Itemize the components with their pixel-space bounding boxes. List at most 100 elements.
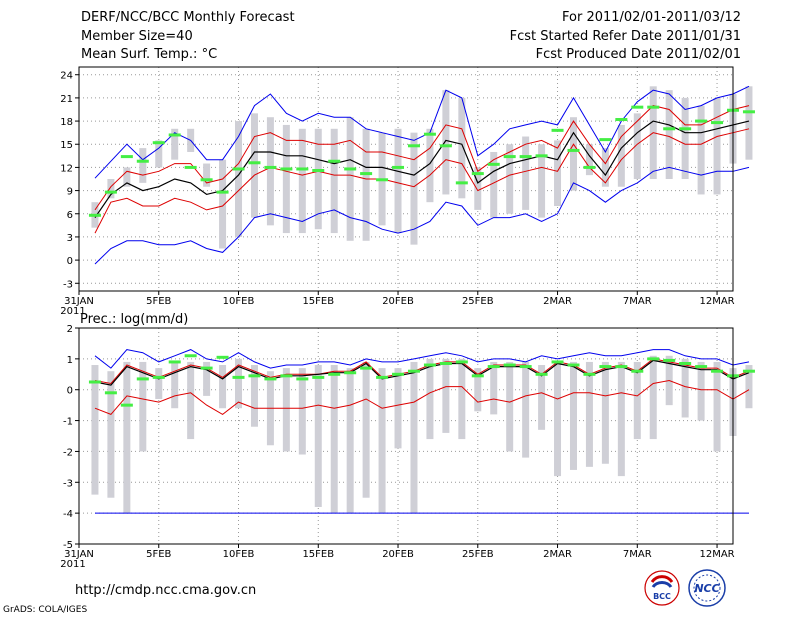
- marker-point: [407, 369, 420, 373]
- x-tick-label-line: 12MAR: [699, 296, 734, 307]
- y-tick-label: 1: [67, 355, 73, 366]
- marker-point: [104, 190, 117, 194]
- marker-point: [152, 141, 165, 145]
- range-bar: [554, 361, 562, 477]
- x-tick-label-line: 31JAN: [64, 549, 94, 560]
- range-bar: [346, 117, 354, 241]
- range-bar: [187, 361, 195, 440]
- precipitation-panel: -5 -4 -3 -2 -1 0 1 2 31JAN 2011 5FEB 10FEB 15FEB 20FE…: [60, 324, 755, 570]
- plot-frame: [78, 66, 734, 292]
- range-bar: [681, 97, 689, 179]
- marker-point: [216, 190, 229, 194]
- x-tick-label: 20FEB: [382, 296, 414, 307]
- range-bar: [649, 355, 657, 440]
- y-tick-label: -3: [63, 279, 73, 290]
- marker-point: [280, 167, 293, 171]
- marker-point: [328, 372, 341, 376]
- grads-credit: GrADS: COLA/IGES: [3, 605, 88, 615]
- ncc-logo-text: NCC: [694, 582, 719, 595]
- range-bar: [633, 361, 641, 440]
- range-bar: [665, 90, 673, 179]
- range-bar: [681, 358, 689, 418]
- marker-point: [503, 363, 516, 367]
- marker-point: [360, 366, 373, 370]
- x-tick-label: 20FEB: [382, 549, 414, 560]
- range-bar: [554, 140, 562, 207]
- range-bar: [266, 117, 274, 226]
- x-tick-label-line: 2011: [60, 559, 85, 570]
- marker-point: [567, 148, 580, 152]
- x-tick-label-line: 15FEB: [302, 549, 334, 560]
- marker-point: [519, 365, 532, 369]
- marker-point: [407, 144, 420, 148]
- range-bar: [314, 365, 322, 507]
- ncc-logo: NCC: [688, 569, 726, 607]
- marker-point: [296, 377, 309, 381]
- marker-point: [535, 154, 548, 158]
- marker-point: [679, 361, 692, 365]
- marker-point: [567, 363, 580, 367]
- range-bar: [282, 368, 290, 452]
- marker-point: [503, 155, 516, 159]
- range-bar: [107, 371, 115, 498]
- range-bar: [474, 368, 482, 412]
- x-tick-label: 25FEB: [462, 296, 494, 307]
- marker-point: [423, 363, 436, 367]
- y-tick-label: 6: [67, 210, 73, 221]
- marker-point: [328, 159, 341, 163]
- x-tick-label-line: 5FEB: [146, 296, 171, 307]
- marker-point: [344, 371, 357, 375]
- range-bar: [458, 97, 466, 199]
- marker-point: [376, 375, 389, 379]
- x-tick-label-line: 31JAN: [64, 296, 94, 307]
- range-bar: [506, 144, 514, 214]
- marker-point: [631, 369, 644, 373]
- min-envelope-line: [94, 166, 750, 265]
- variable-label: Mean Surf. Temp.: °C: [81, 47, 218, 62]
- y-tick-label: 24: [60, 71, 73, 82]
- y-tick-label: 2: [67, 324, 73, 335]
- marker-point: [136, 377, 149, 381]
- range-bar: [697, 105, 705, 195]
- forecast-period: For 2011/02/01-2011/03/12: [562, 10, 741, 25]
- range-bar: [538, 365, 546, 430]
- marker-point: [663, 127, 676, 131]
- range-bar: [426, 128, 434, 203]
- range-bar: [601, 148, 609, 187]
- marker-point: [88, 213, 101, 217]
- x-tick-label: 5FEB: [146, 296, 171, 307]
- max-envelope-line: [94, 349, 750, 369]
- range-bar: [426, 358, 434, 440]
- range-bar: [601, 361, 609, 464]
- range-bar: [219, 365, 227, 409]
- x-tick-label-line: 7MAR: [623, 549, 652, 560]
- marker-point: [455, 181, 468, 185]
- range-bar: [123, 167, 131, 187]
- range-bar: [123, 361, 131, 514]
- marker-point: [392, 165, 405, 169]
- marker-point: [519, 155, 532, 159]
- range-bar: [617, 361, 625, 477]
- chart-title: DERF/NCC/BCC Monthly Forecast: [81, 10, 295, 25]
- range-bar: [235, 358, 243, 409]
- x-tick-label: 31JAN 2011: [60, 296, 94, 317]
- marker-point: [232, 375, 245, 379]
- x-tick-label: 25FEB: [462, 549, 494, 560]
- x-tick-label-line: 20FEB: [382, 549, 414, 560]
- marker-point: [248, 161, 261, 165]
- marker-point: [216, 355, 229, 359]
- marker-point: [168, 360, 181, 364]
- y-tick-label: -1: [63, 417, 73, 428]
- lower-quartile-line: [94, 379, 750, 416]
- range-bar: [713, 361, 721, 452]
- marker-point: [647, 105, 660, 109]
- marker-point: [392, 372, 405, 376]
- marker-point: [487, 162, 500, 166]
- marker-point: [583, 372, 596, 376]
- range-bar: [203, 361, 211, 396]
- range-bar: [522, 136, 530, 210]
- marker-point: [200, 178, 213, 182]
- range-bar: [394, 368, 402, 449]
- marker-point: [631, 105, 644, 109]
- range-bar: [362, 361, 370, 498]
